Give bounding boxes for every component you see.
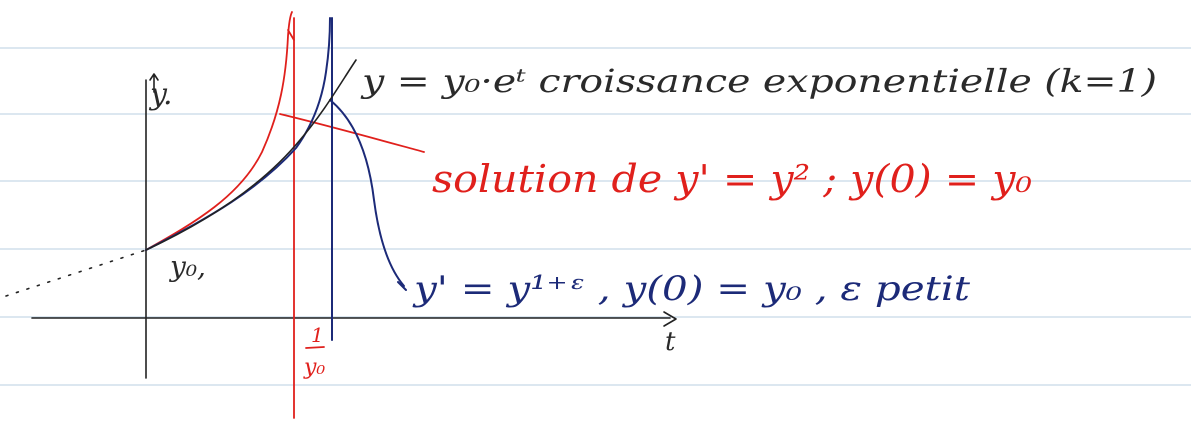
ruled-lines: [0, 47, 1191, 386]
axes: [5, 73, 677, 379]
blue-solution-annotation: y' = y¹⁺ᵋ , y(0) = y₀ , ε petit: [412, 269, 971, 309]
red-solution-annotation: solution de y' = y² ; y(0) = y₀: [432, 157, 1032, 201]
fraction-bar: [305, 346, 325, 349]
exponential-curve: [145, 59, 357, 251]
red-curve-tick: [287, 29, 295, 41]
exponential-graph: [145, 59, 357, 251]
asymptote-denominator: y₀: [303, 355, 325, 380]
y-axis-arrow-icon: [149, 73, 159, 93]
blue-pointer-tick: [397, 281, 407, 291]
blue-pointer-line: [329, 99, 405, 287]
exponential-annotation: y = y₀·eᵗ croissance exponentielle (k=1): [360, 62, 1157, 100]
red-pointer-line: [279, 113, 425, 153]
exponential-dotted-tail: [5, 249, 147, 297]
blue-curve-left: [145, 17, 331, 251]
t-axis-label: t: [665, 327, 676, 357]
y0-label: y₀,: [168, 250, 206, 283]
asymptote-numerator: 1: [311, 323, 324, 347]
red-solution-graph: [145, 11, 425, 419]
y-axis-label: y.: [148, 77, 173, 112]
t-axis-arrow-icon: [663, 311, 677, 327]
red-solution-curve: [145, 11, 293, 251]
